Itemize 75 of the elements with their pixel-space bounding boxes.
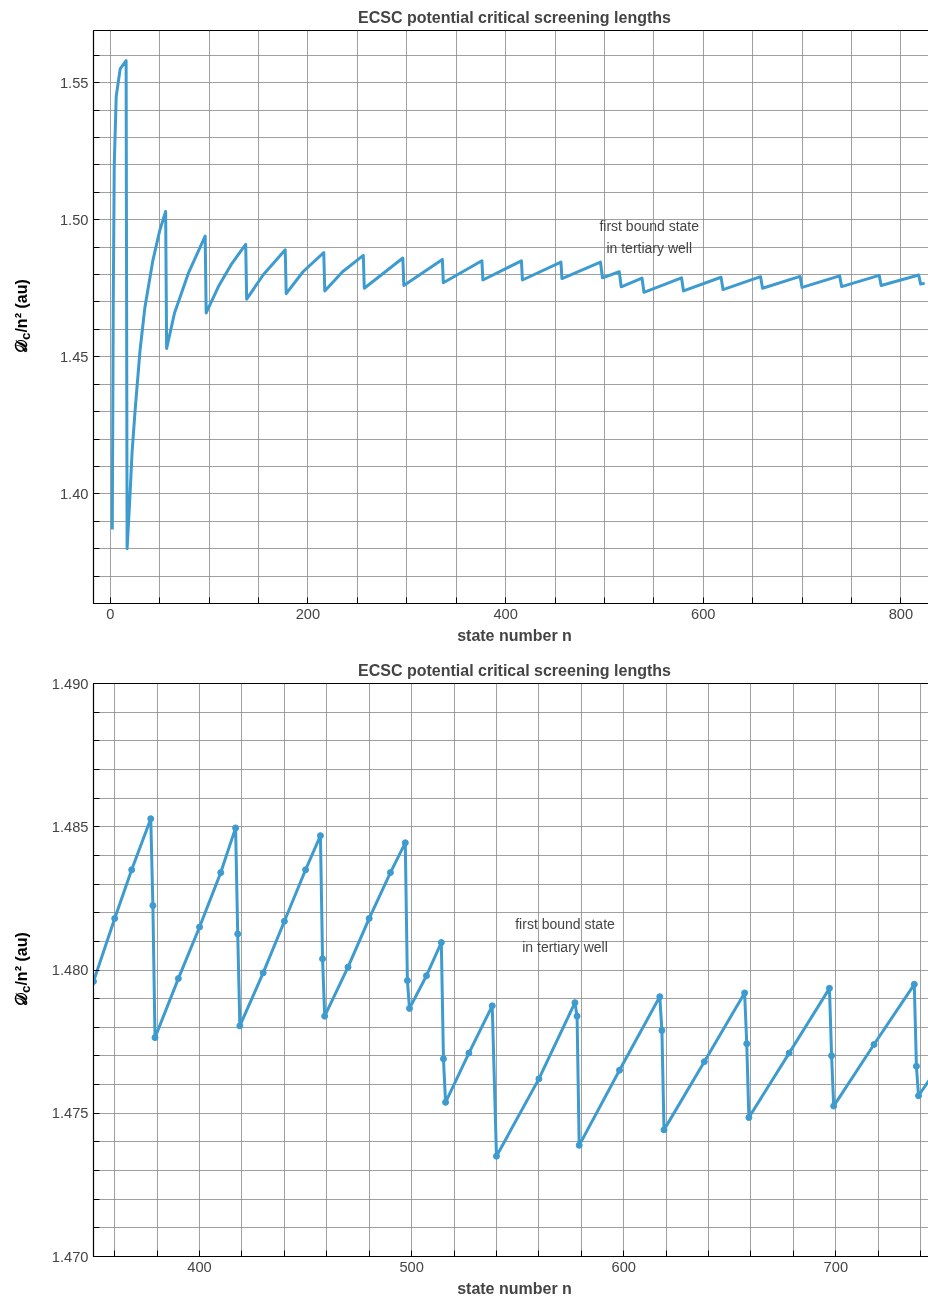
x-tick-label: 500 [399,1258,424,1275]
point [386,869,394,877]
y-tick-label: 1.55 [59,74,89,91]
point [196,923,204,931]
x-tick-label: 400 [493,605,518,622]
point [830,1102,838,1110]
point [870,1041,878,1048]
line-series [110,59,927,551]
x-tick-label: 800 [888,605,914,622]
point [741,989,749,997]
point [403,977,411,985]
point [912,1062,920,1070]
point [422,972,430,980]
point [365,914,373,922]
point [656,993,664,1001]
point [321,1012,329,1020]
point [492,1152,500,1160]
point [316,832,324,840]
point [910,980,918,988]
y-tick-label: 1.40 [59,485,89,502]
x-axis-title: state number n [457,626,572,644]
point [111,914,119,922]
point [743,1040,751,1048]
point [745,1114,753,1122]
x-axis-title: state number n [457,1279,572,1297]
point [280,917,288,925]
y-tick-label: 1.470 [51,1248,89,1265]
y-tick-label: 1.45 [59,348,89,365]
x-tick-label: 400 [187,1258,212,1275]
y-tick-label: 1.485 [51,818,89,835]
point [575,1141,583,1149]
point [442,1098,450,1106]
point [149,902,157,910]
point [615,1066,623,1074]
point [785,1049,793,1057]
annotation: first bound state in tertiary well [599,217,700,256]
point [259,969,267,977]
chart-title: ECSC potential critical screening lengths [358,661,672,679]
point [437,939,445,946]
point [488,1002,496,1010]
point [571,999,579,1007]
y-tick-label: 1.50 [59,211,89,228]
point [344,963,352,971]
y-tick-label: 1.480 [51,962,89,978]
point [658,1026,666,1034]
point [465,1049,473,1057]
point [406,1004,414,1012]
y-tick-label: 1.475 [51,1105,89,1122]
point [825,984,833,992]
x-tick-label: 0 [106,605,115,622]
point [828,1052,836,1060]
x-tick-label: 600 [611,1258,636,1275]
point [151,1034,159,1042]
point [234,930,242,938]
x-tick-label: 700 [823,1258,849,1275]
annotation: first bound state in tertiary well [515,916,616,955]
point [401,839,409,847]
x-tick-label: 200 [295,605,321,622]
point [319,955,327,963]
point [236,1022,244,1030]
point [573,1012,581,1020]
point [147,815,155,823]
point [174,975,182,983]
x-tick-label: 600 [691,605,716,622]
y-tick-label: 1.490 [51,675,89,692]
point [232,824,240,832]
chart-title: ECSC potential critical screening lengths [358,8,672,26]
point [128,866,136,874]
point [700,1058,708,1066]
point [535,1075,543,1083]
point [439,1055,447,1063]
point [660,1126,668,1134]
point [217,869,225,877]
point [302,866,310,874]
point [915,1092,923,1100]
